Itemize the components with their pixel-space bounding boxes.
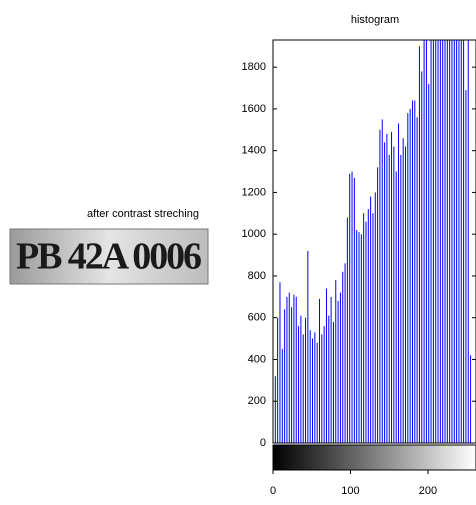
y-tick-label: 0 [260, 437, 266, 449]
x-tick-label: 0 [270, 485, 276, 497]
gray-bar [273, 445, 476, 470]
y-tick-label: 1000 [242, 228, 266, 240]
figure: after contrast streching PB 42A 0006 his… [0, 0, 476, 500]
chart-title: histogram [351, 14, 399, 26]
x-tick-label: 200 [419, 485, 437, 497]
image-title: after contrast streching [87, 208, 199, 220]
y-tick-label: 200 [248, 395, 266, 407]
y-tick-label: 800 [248, 270, 266, 282]
y-tick-label: 1200 [242, 186, 266, 198]
y-tick-label: 600 [248, 312, 266, 324]
y-tick-label: 1400 [242, 145, 266, 157]
plate-text: PB 42A 0006 [16, 236, 202, 278]
y-tick-label: 400 [248, 353, 266, 365]
y-tick-label: 1800 [242, 61, 266, 73]
y-tick-label: 1600 [242, 103, 266, 115]
x-tick-label: 100 [341, 485, 359, 497]
